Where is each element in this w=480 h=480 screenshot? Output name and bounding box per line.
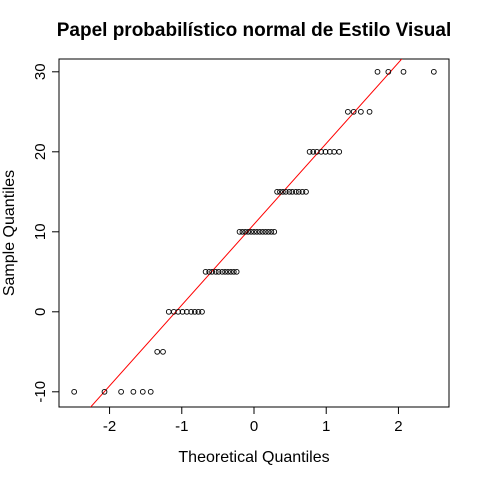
data-point [130,388,137,395]
data-point [268,228,275,235]
data-point [242,228,249,235]
data-point [175,308,182,315]
data-point [313,148,320,155]
x-tick-label: 2 [394,418,402,435]
x-tick-label: 1 [322,418,330,435]
x-axis: -2 -1 0 1 2 [103,406,403,435]
data-point [318,148,325,155]
data-point [336,148,343,155]
data-point [374,68,381,75]
data-point [299,188,306,195]
data-point [228,268,234,275]
data-point [251,228,257,235]
data-point [209,268,215,275]
data-point [277,188,283,195]
plot-frame [58,58,450,408]
data-point [233,268,240,275]
data-point [345,108,351,115]
y-tick-label: 20 [32,143,49,160]
data-point [400,68,407,75]
data-point [165,308,172,315]
data-point [280,188,286,195]
data-point [286,188,293,195]
data-point [179,308,186,315]
data-point [154,348,161,355]
x-tick-label: -1 [175,418,188,435]
data-point [215,268,222,275]
data-point [366,108,373,115]
y-tick-label: 0 [32,308,49,316]
data-point [350,108,357,115]
reference-line-group [90,59,403,407]
y-tick-label: 10 [32,223,49,240]
data-point [282,188,289,195]
data-point [225,268,231,275]
data-point [160,348,166,355]
data-point [303,188,309,195]
data-point [170,308,177,315]
y-axis: -10 0 10 20 30 [32,63,60,403]
data-point [385,68,392,75]
data-point [265,228,272,235]
data-point [188,308,195,315]
data-point [191,308,198,315]
data-point [147,388,154,395]
data-point [230,268,237,275]
data-point [139,388,146,395]
data-point [295,188,302,195]
data-point [310,148,317,155]
data-point [245,228,252,235]
y-tick-label: 30 [32,63,49,80]
data-point [259,228,266,235]
x-tick-label: -2 [103,418,116,435]
y-axis-label: Sample Quantiles [1,170,18,296]
data-point [322,148,329,155]
x-tick-label: 0 [250,418,258,435]
data-point [306,148,313,155]
data-point [219,268,226,275]
data-point [202,268,209,275]
data-point [212,268,219,275]
data-point [222,268,228,275]
data-point [71,388,78,395]
data-point [239,228,246,235]
data-point [199,308,205,315]
data-point [293,188,299,195]
data-point [274,188,280,195]
data-point [254,228,260,235]
data-point [358,108,364,115]
data-point [289,188,296,195]
data-point [118,388,124,395]
y-tick-label: -10 [32,381,49,403]
data-point [248,228,254,235]
data-point [206,268,213,275]
x-axis-label: Theoretical Quantiles [178,449,329,466]
data-points [71,68,437,395]
reference-line [90,59,403,407]
data-point [236,228,243,235]
data-point [101,388,108,395]
data-point [183,308,190,315]
chart-title: Papel probabilístico normal de Estilo Vi… [57,20,452,41]
data-point [271,228,278,235]
data-point [256,228,263,235]
data-point [195,308,202,315]
data-point [262,228,269,235]
data-point [326,148,333,155]
data-point [430,68,437,75]
